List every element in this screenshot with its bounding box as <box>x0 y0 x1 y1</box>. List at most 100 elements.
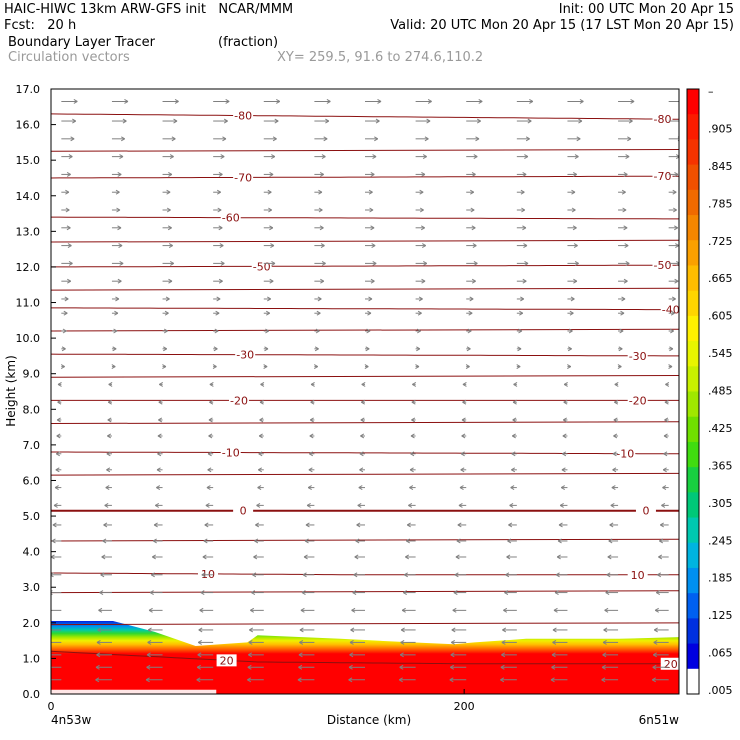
vector-head <box>423 260 428 266</box>
vector-head <box>372 260 377 266</box>
isotherm-label: -10 <box>616 448 634 461</box>
vector-head <box>307 485 312 491</box>
vector-head <box>67 278 72 284</box>
vector-head <box>247 677 252 683</box>
vector-head <box>247 664 252 670</box>
vector-head <box>47 628 51 632</box>
colorbar-swatch <box>687 567 699 594</box>
vector-head <box>403 572 408 578</box>
vector-head <box>465 364 470 370</box>
vector-head <box>570 296 575 302</box>
isotherm-label-bg <box>627 394 648 407</box>
field1-name: Boundary Layer Tracer <box>8 35 155 50</box>
isotherm-label: -70 <box>234 171 252 184</box>
vector-head <box>550 677 555 683</box>
colorbar-swatch <box>687 114 699 140</box>
vector-head <box>97 627 102 633</box>
vector-head <box>670 310 675 316</box>
vector-head <box>628 118 633 124</box>
colorbar-swatch <box>687 643 699 670</box>
vector-head <box>511 451 516 457</box>
vector-head <box>507 538 512 544</box>
vector-head <box>658 554 663 560</box>
vector-head <box>409 485 414 491</box>
vector-head <box>320 278 325 284</box>
vector-head <box>460 451 465 457</box>
vector-head <box>151 554 156 560</box>
vector-head <box>512 399 517 405</box>
vector-head <box>256 502 261 508</box>
valid-time: Valid: 20 UTC Mon 20 Apr 15 (17 LST Mon … <box>390 18 734 33</box>
field1-units: (fraction) <box>218 35 279 50</box>
field2-name: Circulation vectors <box>8 50 130 65</box>
vector-head <box>478 99 483 104</box>
vector-head <box>604 607 609 613</box>
vector-head <box>613 417 618 423</box>
vector-head <box>416 346 421 352</box>
vector-head <box>297 677 302 683</box>
vector-head <box>368 189 373 195</box>
vector-head <box>212 364 217 370</box>
vector-head <box>321 260 326 266</box>
vector-head <box>578 118 583 124</box>
vector-head <box>471 171 476 177</box>
vector-head <box>401 607 406 613</box>
vector-head <box>264 346 269 352</box>
vector-head <box>461 417 466 423</box>
vector-head <box>610 502 615 508</box>
vector-head <box>460 467 465 473</box>
vector-head <box>156 485 161 491</box>
colorbar-label: .785 <box>708 197 733 210</box>
contour-line <box>51 287 679 291</box>
vector-head <box>155 502 160 508</box>
vector-head <box>406 522 411 528</box>
isotherm-label-bg <box>635 504 656 517</box>
vector-head <box>274 118 279 124</box>
isotherm-label-bg <box>235 348 256 361</box>
vector-head <box>371 243 376 249</box>
vector-head <box>95 677 100 683</box>
vector-head <box>524 260 529 266</box>
vector-head <box>568 328 573 334</box>
y-tick-label: 10.0 <box>16 332 41 345</box>
vector-head <box>571 189 576 195</box>
vector-head <box>46 640 50 644</box>
vector-head <box>208 433 213 439</box>
vector-head <box>267 296 272 302</box>
vector-head <box>118 243 123 249</box>
vector-head <box>309 417 314 423</box>
vector-head <box>55 451 60 457</box>
vector-head <box>204 522 209 528</box>
vector-head <box>608 538 613 544</box>
vector-head <box>476 118 481 124</box>
vector-head <box>370 171 375 177</box>
vector-head <box>209 381 214 387</box>
vector-head <box>562 433 567 439</box>
vector-head <box>361 399 366 405</box>
vector-head <box>399 664 404 670</box>
isotherm-label-bg <box>233 109 254 122</box>
vector-head <box>657 572 662 578</box>
isotherm-label: 20 <box>220 654 234 667</box>
colorbar-label: .005 <box>708 684 733 697</box>
isotherm--80 <box>51 113 679 120</box>
vector-head <box>605 590 610 596</box>
vector-head <box>517 346 522 352</box>
vector-head <box>117 278 122 284</box>
vector-head <box>119 154 124 160</box>
vector-head <box>168 278 173 284</box>
vector-head <box>46 653 50 657</box>
vector-head <box>318 207 323 213</box>
colorbar-label: .065 <box>708 647 733 660</box>
header-title: HAIC-HIWC 13km ARW-GFS init NCAR/MMM <box>4 2 294 17</box>
vector-head <box>198 627 203 633</box>
vector-head <box>556 554 561 560</box>
vector-head <box>163 328 168 334</box>
vector-head <box>470 189 475 195</box>
vector-head <box>215 310 220 316</box>
vector-head <box>217 207 222 213</box>
vector-head <box>607 554 612 560</box>
vector-head <box>56 433 61 439</box>
vector-head <box>576 136 581 142</box>
vector-head <box>654 607 659 613</box>
